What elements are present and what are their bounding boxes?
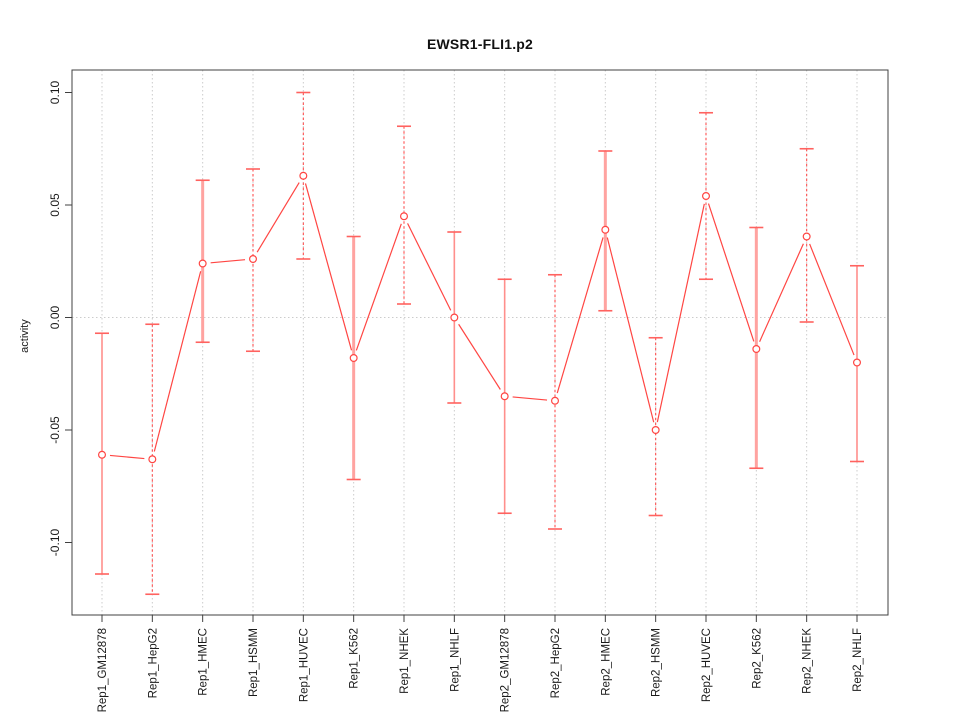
series-connector-line	[458, 323, 501, 390]
data-point-marker	[399, 212, 408, 221]
x-tick-label: Rep1_HepG2	[147, 628, 159, 698]
data-point-marker	[299, 171, 308, 180]
x-tick-label: Rep2_NHEK	[802, 628, 814, 694]
y-axis-title: activity	[19, 319, 31, 353]
y-tick-label: -0.05	[48, 416, 62, 444]
x-tick-label: Rep1_GM12878	[97, 628, 109, 712]
data-point-marker	[248, 255, 257, 264]
x-tick-label: Rep1_HMEC	[198, 628, 210, 696]
data-point-marker	[701, 192, 710, 201]
x-tick-label: Rep1_NHLF	[449, 628, 461, 692]
data-point-marker	[97, 450, 106, 459]
data-point-marker	[752, 345, 761, 354]
data-point-marker	[198, 259, 207, 268]
x-tick-label: Rep1_NHEK	[399, 628, 411, 694]
series-connector-line	[759, 243, 804, 342]
series-connector-line	[407, 223, 452, 311]
series-connector-line	[256, 182, 300, 253]
x-tick-label: Rep1_HSMM	[248, 628, 260, 697]
y-tick-label: 0.00	[48, 305, 62, 329]
series-connector-line	[304, 183, 353, 351]
data-point-marker	[450, 313, 459, 322]
series-connector-line	[355, 223, 402, 351]
data-point-marker	[550, 396, 559, 405]
x-tick-label: Rep2_GM12878	[500, 628, 512, 712]
data-point-marker	[651, 426, 660, 435]
data-point-marker	[802, 232, 811, 241]
x-tick-label: Rep1_K562	[349, 628, 361, 689]
chart-title: EWSR1-FLI1.p2	[426, 36, 534, 52]
x-tick-label: Rep2_K562	[751, 628, 763, 689]
x-tick-label: Rep2_HMEC	[600, 628, 612, 696]
data-point-marker	[148, 455, 157, 464]
series-connector-line	[556, 237, 604, 394]
data-point-marker	[601, 225, 610, 234]
y-tick-label: 0.05	[48, 193, 62, 217]
series-connector-line	[809, 243, 855, 356]
plot-box	[71, 69, 889, 616]
data-point-marker	[500, 392, 509, 401]
series-connector-line	[109, 454, 145, 460]
data-point-marker	[852, 358, 861, 367]
y-tick-label: 0.10	[48, 80, 62, 104]
y-tick-label: -0.10	[48, 529, 62, 557]
series-connector-line	[606, 237, 655, 423]
x-tick-label: Rep2_HSMM	[651, 628, 663, 697]
series-connector-line	[153, 271, 202, 452]
x-tick-label: Rep1_HUVEC	[298, 628, 310, 702]
series-connector-line	[656, 203, 705, 423]
series-connector-line	[707, 203, 755, 342]
x-tick-label: Rep2_HUVEC	[701, 628, 713, 702]
series-connector-line	[512, 396, 548, 401]
x-tick-label: Rep2_NHLF	[852, 628, 864, 692]
series-connector-line	[210, 259, 246, 264]
data-point-marker	[349, 354, 358, 363]
x-tick-label: Rep2_HepG2	[550, 628, 562, 698]
